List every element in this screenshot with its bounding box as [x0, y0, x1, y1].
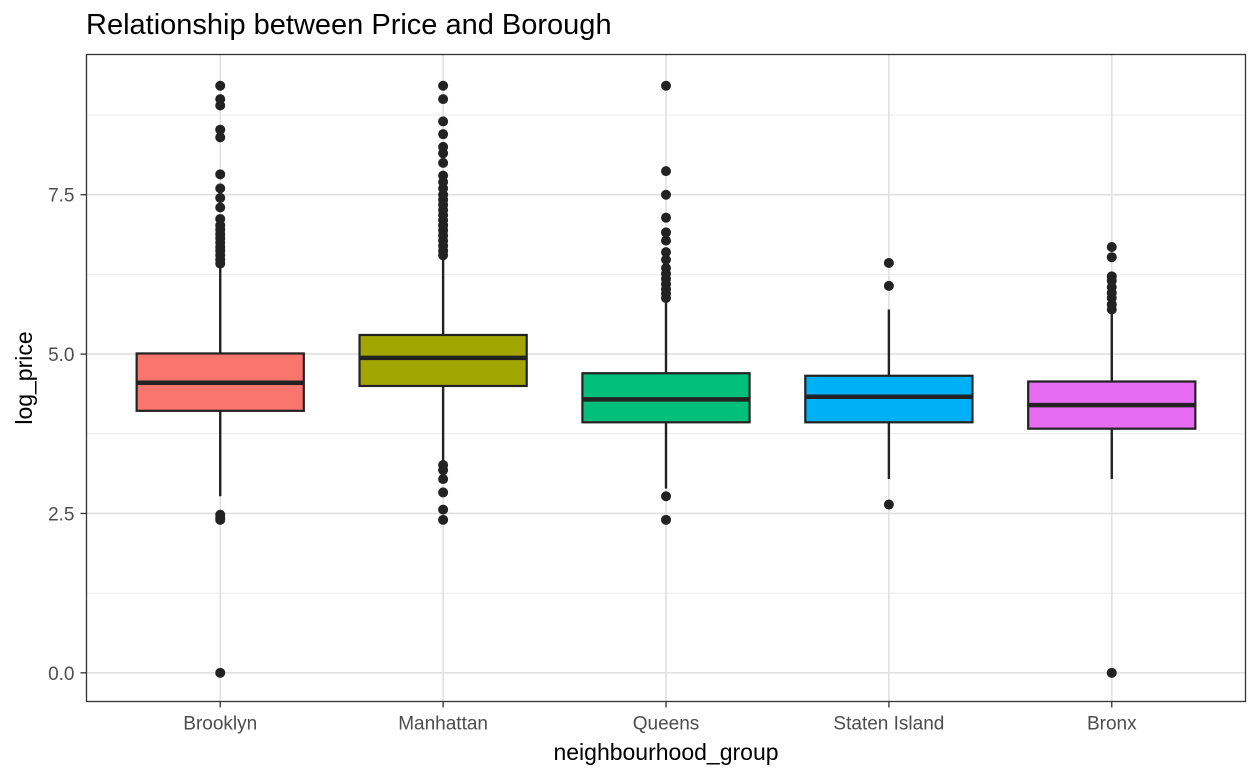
axes: 0.0 2.5 5.0 7.5 Brooklyn Manhattan Queens State…: [48, 186, 1137, 735]
plot-data: [135, 80, 1197, 678]
y-tick-label: 2.5: [48, 504, 74, 525]
outlier-point: [661, 235, 671, 246]
outlier-point: [215, 169, 226, 180]
outlier-point: [1106, 271, 1117, 282]
x-tick-label: Staten Island: [833, 714, 944, 735]
outlier-point: [883, 280, 894, 291]
outlier-point: [438, 474, 449, 485]
outlier-point: [438, 504, 449, 515]
outlier-point: [438, 94, 449, 105]
outlier-point: [661, 166, 671, 177]
outlier-point: [438, 129, 449, 140]
outlier-point: [215, 124, 226, 135]
box-group: [804, 257, 974, 510]
box-group: [135, 80, 305, 678]
box-body: [358, 333, 528, 388]
outlier-point: [215, 192, 226, 203]
box-group: [358, 80, 528, 525]
box-group: [1027, 242, 1197, 678]
outlier-point: [215, 80, 226, 91]
outlier-point: [661, 514, 671, 525]
outlier-point: [215, 202, 226, 213]
outlier-point: [215, 667, 226, 678]
x-tick-label: Bronx: [1087, 714, 1137, 735]
outlier-point: [215, 183, 226, 194]
outlier-point: [215, 509, 226, 520]
outlier-point: [438, 80, 449, 91]
outlier-point: [438, 170, 449, 181]
y-tick-label: 0.0: [48, 664, 74, 685]
outlier-point: [661, 254, 671, 265]
outlier-point: [438, 514, 449, 525]
outlier-point: [661, 212, 671, 223]
outlier-point: [438, 157, 449, 168]
outlier-point: [661, 263, 671, 274]
outlier-point: [661, 227, 671, 238]
y-axis-title: log_price: [11, 331, 37, 424]
x-tick-label: Brooklyn: [183, 714, 257, 735]
outlier-point: [438, 460, 449, 471]
outlier-point: [215, 213, 226, 224]
box-group: [581, 80, 751, 525]
outlier-point: [661, 247, 671, 258]
outlier-point: [1106, 667, 1117, 678]
outlier-point: [215, 132, 226, 143]
outlier-point: [438, 141, 449, 152]
outlier-point: [1106, 242, 1117, 253]
outlier-point: [215, 94, 226, 105]
x-axis-title: neighbourhood_group: [553, 739, 778, 765]
x-tick-label: Queens: [633, 714, 700, 735]
y-tick-label: 5.0: [48, 345, 74, 366]
outlier-point: [438, 116, 449, 127]
outlier-point: [883, 257, 894, 268]
outlier-point: [661, 491, 671, 502]
outlier-point: [661, 189, 671, 200]
outlier-point: [438, 487, 449, 498]
y-tick-label: 7.5: [48, 186, 74, 207]
x-tick-label: Manhattan: [398, 714, 488, 735]
outlier-point: [883, 499, 894, 510]
outlier-point: [1106, 252, 1117, 263]
outlier-point: [661, 80, 671, 91]
chart-title: Relationship between Price and Borough: [86, 9, 612, 41]
